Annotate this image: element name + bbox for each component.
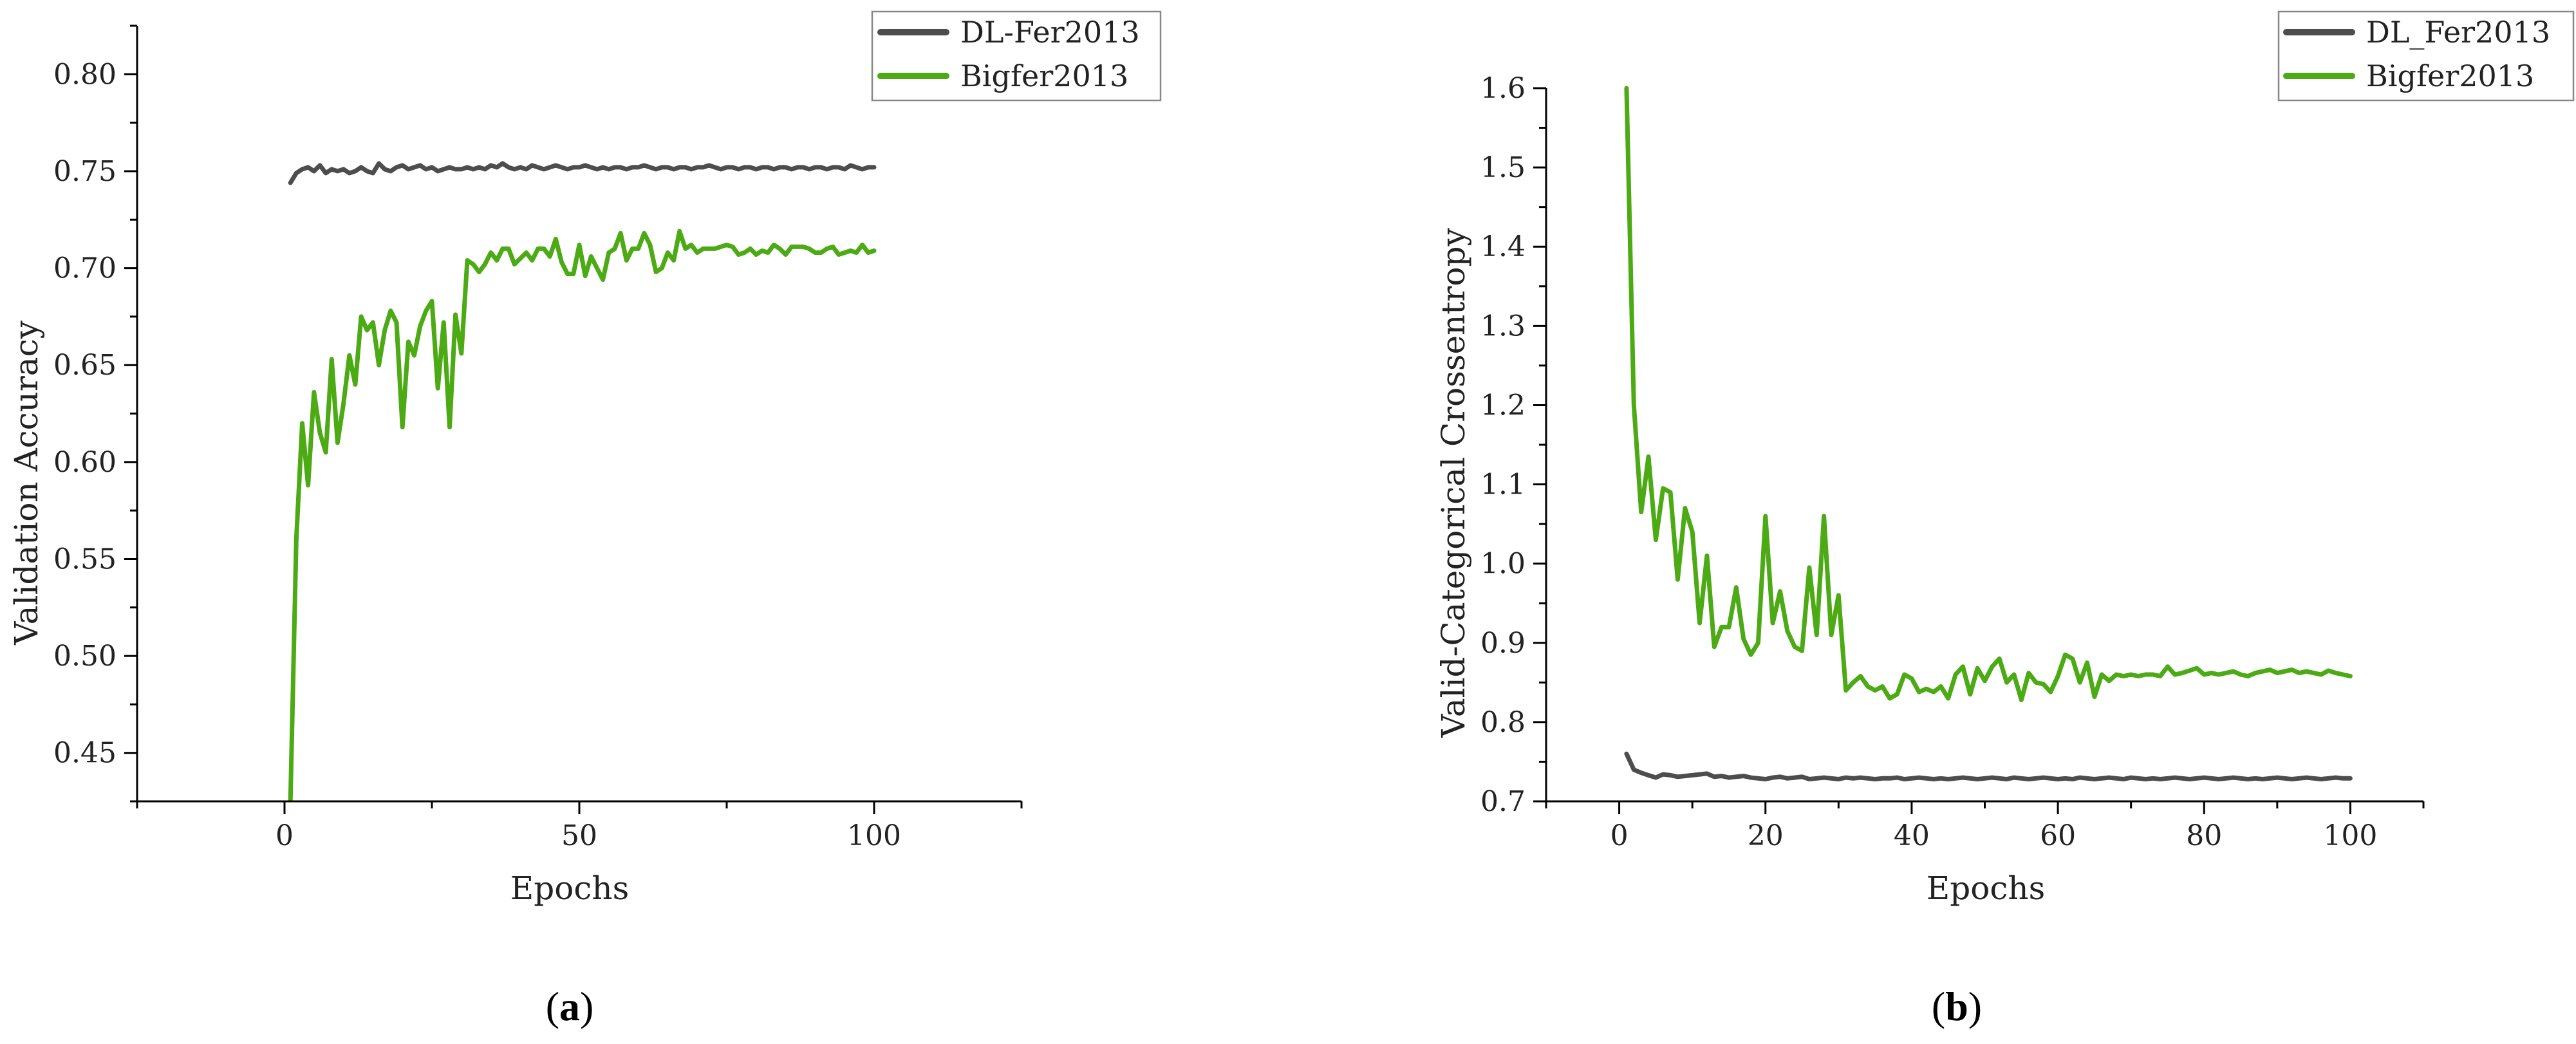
chart-b-y-tick-label: 0.9 (1480, 627, 1526, 660)
chart-b-x-tick-label: 60 (2040, 819, 2076, 852)
chart-b-plot-area: 0 20 40 60 80 100 0.7 0.8 0.9 1.0 1.1 1.2 1.3 1.4 1.5 1… (1480, 72, 2425, 852)
chart-b-y-tick-label: 1.1 (1480, 469, 1526, 501)
panel-label-a-letter: a (559, 983, 580, 1029)
chart-a-plot-area: 0 50 100 0.45 0.50 0.55 0.60 0.65 0.70 0.75 0.80 (53, 24, 1023, 852)
chart-a-x-axis-title: Epochs (510, 870, 629, 907)
chart-b-x-axis-title: Epochs (1927, 870, 2045, 907)
chart-a-legend: DL-Fer2013 Bigfer2013 (871, 10, 1162, 102)
chart-a-y-tick-label: 0.75 (53, 155, 117, 188)
chart-b-x-tick-label: 100 (2323, 819, 2377, 852)
chart-b-y-tick-label: 1.3 (1480, 310, 1526, 342)
chart-b-legend-label-bigfer2013: Bigfer2013 (2366, 59, 2534, 93)
chart-a-y-tick-label: 0.60 (53, 446, 117, 479)
chart-a-y-tick-label: 0.70 (53, 252, 117, 285)
chart-b-series-bigfer2013 (1624, 86, 2353, 702)
panel-label-b-open: ( (1932, 983, 1945, 1029)
chart-a-series-bigfer2013 (288, 228, 877, 801)
chart-a-legend-label-dl-fer2013: DL-Fer2013 (960, 15, 1140, 50)
panel-label-b-close: ) (1968, 983, 1982, 1029)
panel-label-b: (b) (1932, 983, 1982, 1029)
chart-a: 0 50 100 0.45 0.50 0.55 0.60 0.65 0.70 0.75 0.80 E… (8, 10, 1162, 907)
chart-a-legend-label-bigfer2013: Bigfer2013 (960, 59, 1128, 93)
chart-b-legend-box (2277, 10, 2575, 102)
chart-b: 0 20 40 60 80 100 0.7 0.8 0.9 1.0 1.1 1.2 1.3 1.4 1.5 1… (1435, 10, 2575, 907)
chart-b-x-tick-label: 80 (2186, 819, 2222, 852)
chart-b-series-dl-fer2013 (1624, 751, 2353, 781)
chart-b-legend: DL_Fer2013 Bigfer2013 (2277, 10, 2575, 102)
chart-b-y-axis-title: Valid-Categorical Crossentropy (1435, 228, 1472, 738)
chart-a-series-dl-fer2013 (288, 161, 877, 185)
chart-b-y-tick-label: 1.5 (1480, 151, 1526, 184)
chart-b-y-tick-label: 0.7 (1480, 785, 1526, 818)
panel-label-a-open: ( (546, 983, 559, 1029)
panel-label-b-letter: b (1945, 983, 1968, 1029)
chart-a-legend-box (871, 10, 1162, 102)
chart-a-y-tick-label: 0.50 (53, 640, 117, 673)
chart-a-y-tick-label: 0.55 (53, 543, 117, 575)
chart-b-x-tick-label: 40 (1894, 819, 1930, 852)
chart-b-y-tick-label: 0.8 (1480, 706, 1526, 739)
chart-a-y-axis-title: Validation Accuracy (8, 320, 45, 645)
chart-b-y-tick-label: 1.4 (1480, 230, 1526, 263)
chart-a-x-tick-label: 100 (847, 819, 901, 852)
panel-label-a: (a) (546, 983, 594, 1029)
chart-b-y-tick-label: 1.6 (1480, 72, 1526, 105)
chart-a-y-tick-label: 0.65 (53, 349, 117, 382)
chart-b-x-tick-label: 20 (1748, 819, 1784, 852)
chart-b-y-tick-label: 1.2 (1480, 389, 1526, 422)
chart-b-y-tick-label: 1.0 (1480, 548, 1526, 581)
chart-a-y-tick-label: 0.45 (53, 737, 117, 770)
chart-b-x-tick-label: 0 (1610, 819, 1629, 852)
panel-label-a-close: ) (580, 983, 593, 1029)
chart-a-x-tick-label: 0 (275, 819, 294, 852)
chart-a-x-tick-label: 50 (561, 819, 597, 852)
chart-b-legend-label-dl-fer2013: DL_Fer2013 (2366, 15, 2550, 50)
chart-a-y-tick-label: 0.80 (53, 58, 117, 91)
